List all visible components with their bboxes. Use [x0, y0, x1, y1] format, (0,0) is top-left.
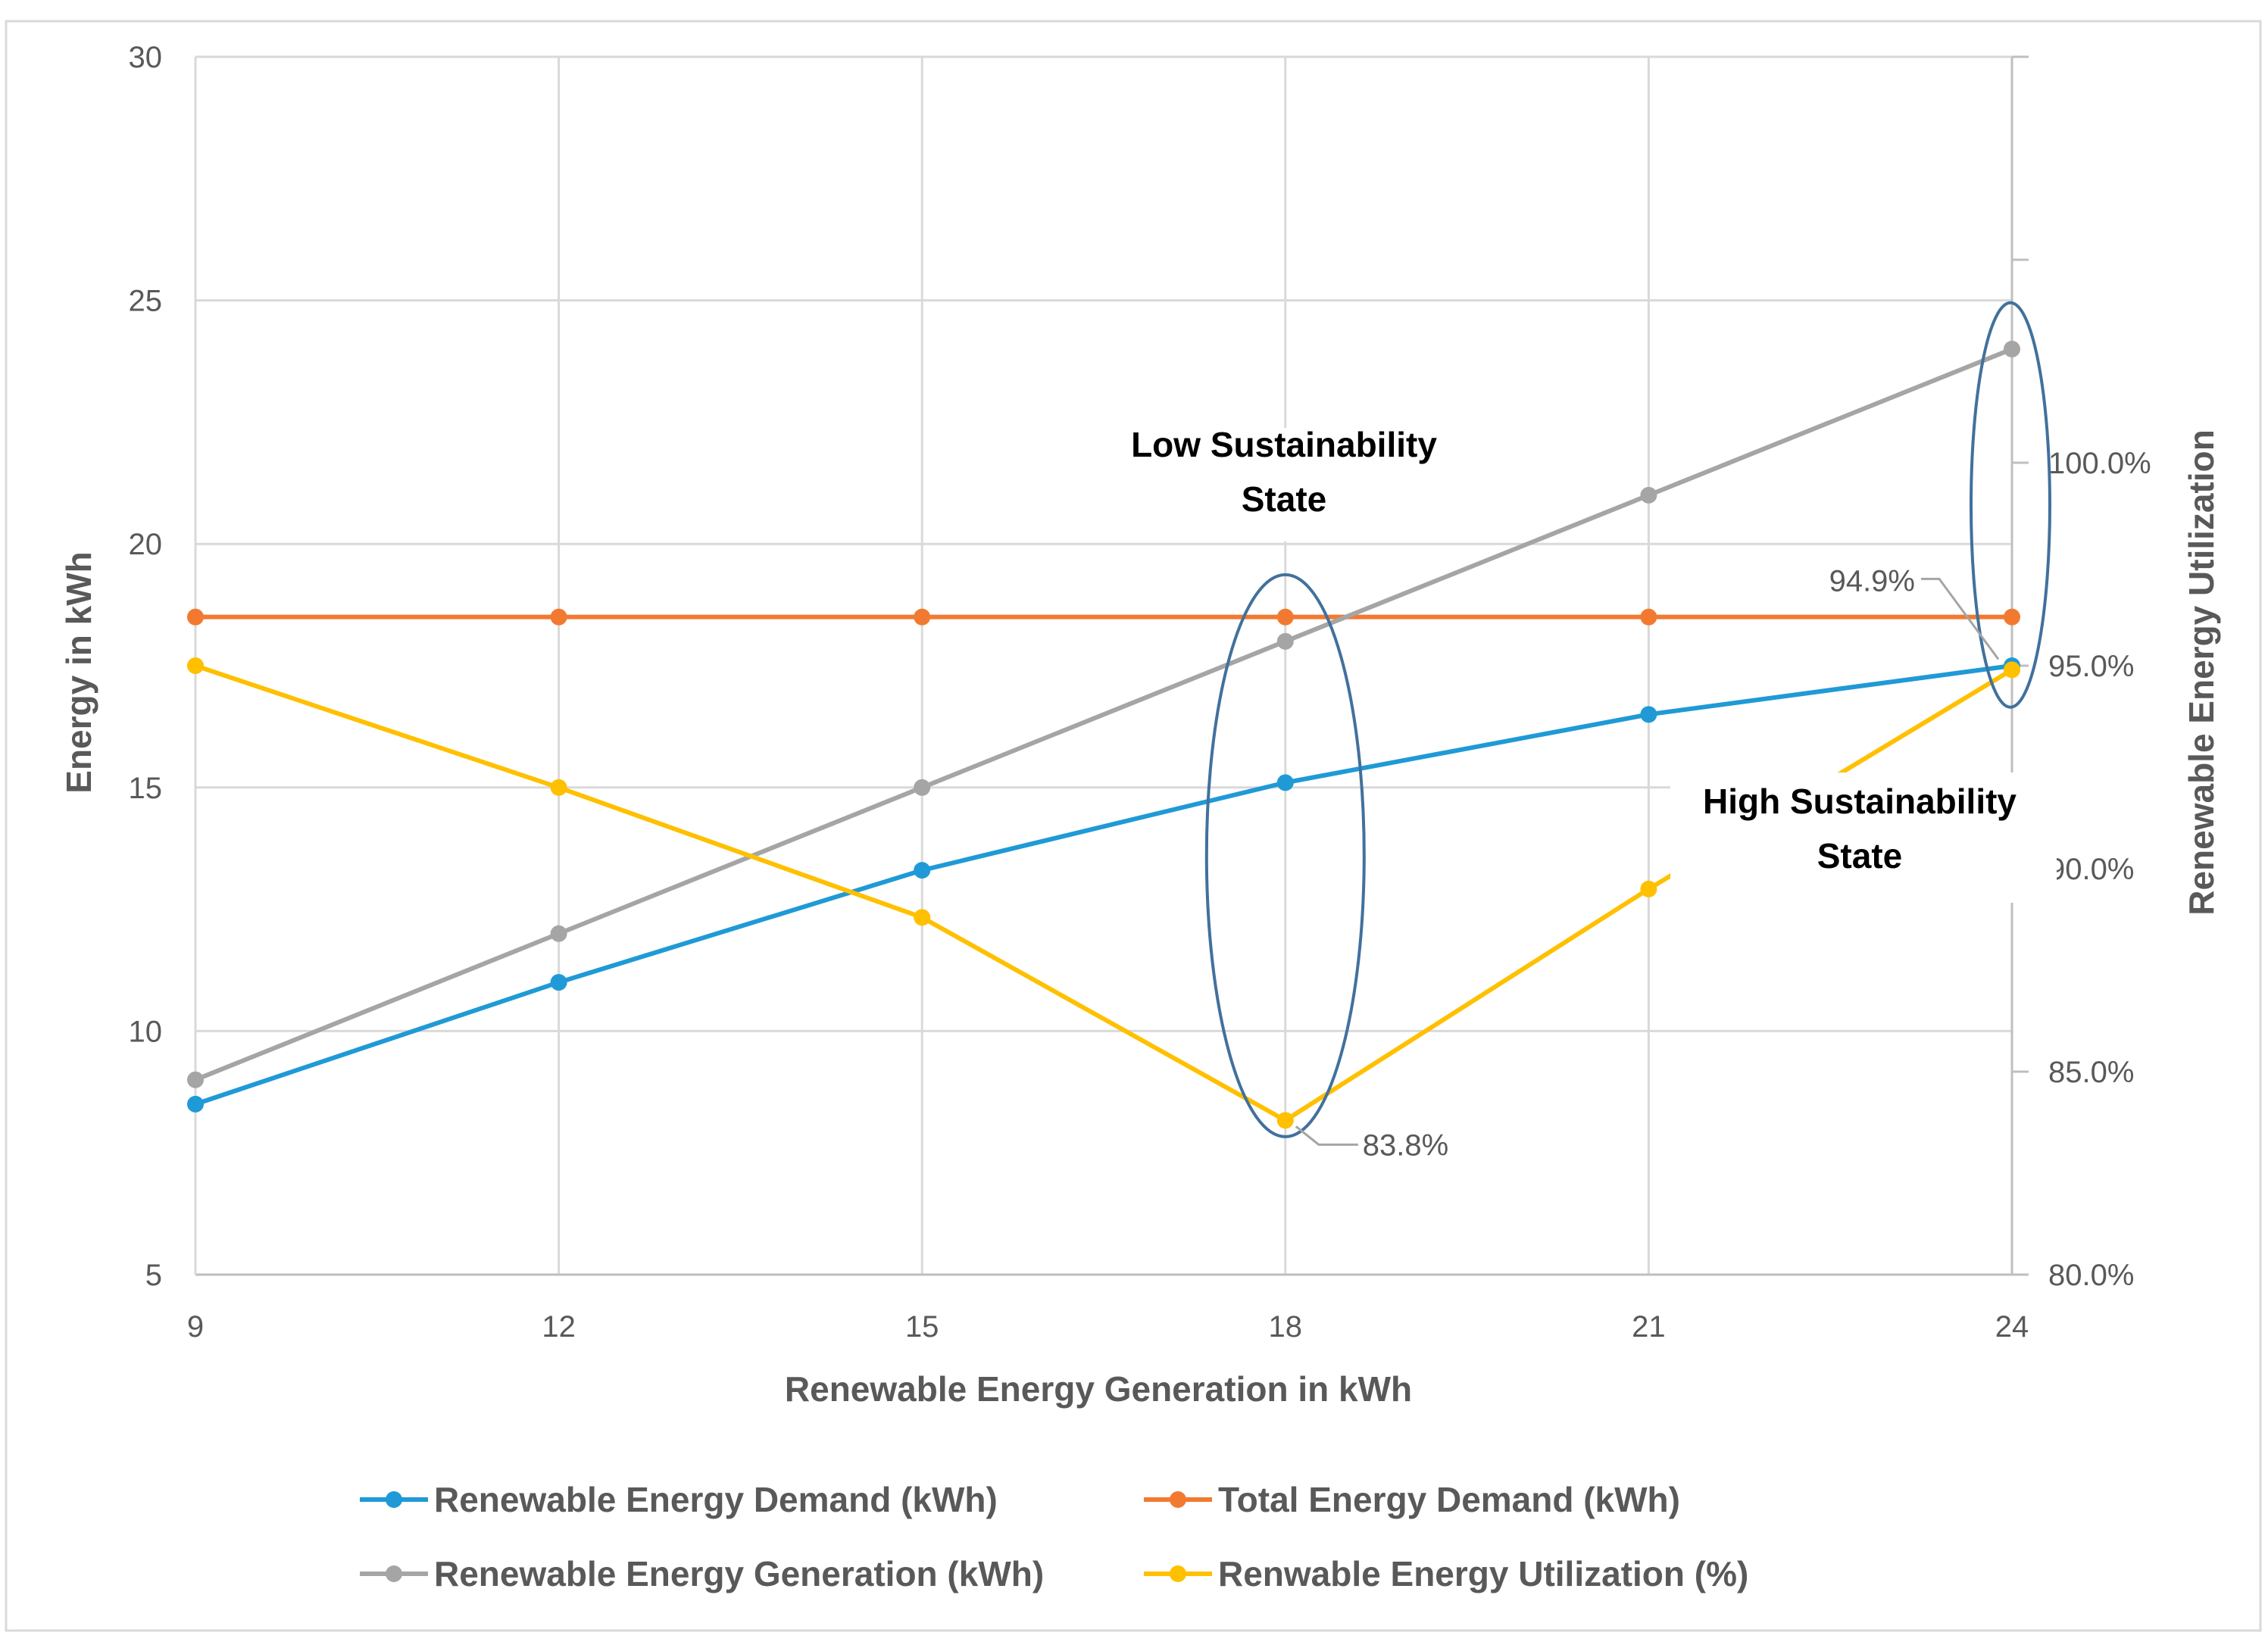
x-axis-title: Renewable Energy Generation in kWh: [785, 1369, 1412, 1409]
y-tick-label: 25: [129, 285, 163, 318]
y2-tick-label: 85.0%: [2048, 1056, 2134, 1089]
data-label-high: 94.9%: [1829, 564, 1915, 598]
y-axis-title: Energy in kWh: [59, 551, 98, 793]
y-tick-label: 30: [129, 41, 163, 74]
series-2-point: [1276, 632, 1294, 650]
y2-tick-label: 100.0%: [2048, 447, 2151, 480]
series-2-point: [187, 1071, 204, 1088]
x-tick-label: 21: [1632, 1310, 1666, 1344]
x-tick-label: 15: [905, 1310, 939, 1344]
annotations: Low Sustainability State High Sustainabili…: [1095, 301, 2057, 1162]
series-2-point: [1640, 486, 1657, 504]
legend-label: Renwable Energy Utilization (%): [1218, 1554, 1748, 1593]
series-line-0: [193, 663, 2014, 1106]
series-2-point: [550, 925, 567, 942]
x-tick-label: 9: [187, 1310, 204, 1344]
y2-tick-label: 90.0%: [2048, 853, 2134, 886]
series-3-point: [187, 657, 204, 674]
data-label-low: 83.8%: [1363, 1128, 1448, 1162]
series-1-point: [187, 608, 204, 626]
annotation-backdrop: [1095, 428, 1481, 542]
legend-label: Total Energy Demand (kWh): [1218, 1480, 1680, 1519]
legend-swatch-marker: [1170, 1491, 1186, 1508]
annotation-title-line: Low Sustainability: [1131, 425, 1437, 464]
series-3-point: [2004, 661, 2020, 679]
series-1-point: [914, 608, 931, 626]
axes: 5 10 15 20 25 30 9 12 15 18 21 24 80.0% 85.0% 90.0% 95.…: [129, 41, 2151, 1344]
series-3-point: [1640, 880, 1657, 897]
legend-label: Renewable Energy Generation (kWh): [434, 1554, 1044, 1593]
legend-swatch-marker: [386, 1491, 402, 1508]
highlight-ellipse-low: [1204, 573, 1366, 1138]
x-tick-label: 12: [542, 1310, 576, 1344]
series-3-point: [550, 779, 567, 796]
y2-tick-label: 80.0%: [2048, 1259, 2134, 1292]
x-tick-label: 18: [1269, 1310, 1303, 1344]
legend-swatch-marker: [386, 1565, 402, 1582]
series-line-2: [193, 346, 2014, 1082]
y-tick-label: 5: [145, 1259, 162, 1292]
legend-swatch-marker: [1170, 1565, 1186, 1582]
series-1-point: [1276, 608, 1294, 626]
series-2-point: [2004, 340, 2020, 357]
highlight-ellipse-high: [1970, 301, 2051, 709]
series-1-point: [1640, 608, 1657, 626]
series-0-point: [550, 974, 567, 991]
series-1-point: [550, 608, 567, 626]
series-0-point: [187, 1095, 204, 1113]
data-label-leader: [1295, 1125, 1358, 1146]
series-3-point: [1276, 1112, 1294, 1129]
annotation-title-line: State: [1817, 836, 1902, 876]
series-3-point: [914, 909, 931, 926]
y2-axis-title: Renewable Energy Utilization: [2182, 429, 2221, 916]
series-0-point: [1640, 706, 1657, 723]
series-0-point: [1276, 774, 1294, 791]
annotation-backdrop: [1670, 772, 2057, 903]
series-2-point: [914, 779, 931, 796]
series-1-point: [2004, 608, 2020, 626]
legend-label: Renewable Energy Demand (kWh): [434, 1480, 998, 1519]
chart-frame: [5, 20, 2262, 1632]
y2-tick-label: 95.0%: [2048, 650, 2134, 683]
series-0-point: [914, 862, 931, 879]
x-tick-label: 24: [1995, 1310, 2029, 1344]
y-tick-label: 15: [129, 772, 163, 805]
legend: Renewable Energy Demand (kWh) Total Energ…: [360, 1480, 1748, 1593]
data-label-leader: [1921, 577, 2000, 660]
y-tick-label: 20: [129, 528, 163, 561]
annotation-title-line: State: [1242, 479, 1326, 519]
y-tick-label: 10: [129, 1015, 163, 1048]
annotation-title-line: High Sustainability: [1703, 782, 2017, 821]
